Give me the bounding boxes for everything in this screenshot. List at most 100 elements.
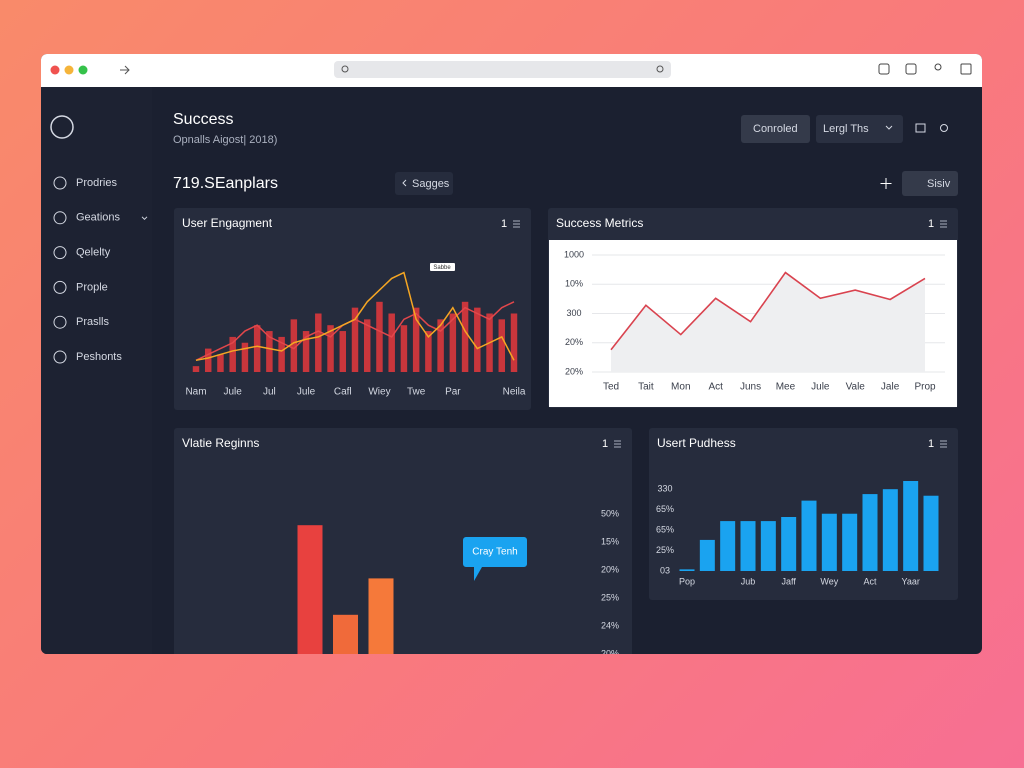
x-tick-label: Par (445, 387, 461, 398)
nav-icon (53, 315, 67, 329)
bar (297, 525, 323, 654)
close-dot[interactable] (50, 65, 60, 75)
panel-title: Success Metrics (556, 216, 643, 230)
line (610, 271, 926, 351)
bar (679, 569, 695, 571)
nav-icon (53, 211, 67, 225)
page-subtitle: Opnalls Aigost| 2018) (173, 134, 277, 146)
dropdown[interactable] (816, 115, 903, 143)
bar (204, 348, 212, 372)
bar (449, 313, 457, 372)
page-title: Success (173, 111, 233, 128)
bar (720, 521, 736, 571)
bar (327, 325, 334, 372)
action-button[interactable] (902, 171, 958, 196)
x-tick-label: Yaar (901, 576, 919, 586)
user-icon[interactable] (934, 63, 942, 71)
panel-badge: 1 (928, 218, 934, 230)
bar (842, 513, 858, 571)
nav-item[interactable]: Prodries (76, 177, 117, 189)
chevron (141, 216, 148, 221)
y-tick-label: 10% (565, 279, 583, 289)
bar (241, 342, 249, 372)
logo[interactable] (50, 115, 74, 139)
bar (437, 319, 444, 372)
action-label: Sisiv (927, 178, 951, 190)
x-tick-label: Mee (776, 382, 796, 393)
y-tick-label: 24% (601, 620, 619, 630)
x-tick-label: Jule (811, 382, 830, 393)
bar (882, 489, 898, 571)
search-icon (656, 65, 664, 73)
nav-item[interactable]: Peshonts (76, 351, 122, 363)
bar (217, 354, 224, 372)
menu-icon (614, 440, 621, 448)
x-tick-label: Mon (671, 382, 690, 393)
panel-title: User Engagment (182, 216, 273, 230)
y-tick-label: 20% (601, 564, 619, 574)
x-tick-label: Wey (820, 576, 838, 586)
bar (801, 500, 817, 571)
bar (339, 331, 347, 372)
panel-badge: 1 (928, 438, 934, 450)
bar (498, 319, 506, 372)
bar (192, 366, 200, 372)
x-tick-label: Pop (679, 576, 695, 586)
x-tick-label: Jaff (781, 576, 796, 586)
nav-icon (53, 246, 67, 260)
x-tick-label: Act (708, 382, 723, 393)
nav-icon (53, 350, 67, 364)
x-tick-label: Jub (741, 576, 756, 586)
x-tick-label: Jule (224, 387, 243, 398)
y-tick-label: 65% (656, 524, 674, 534)
nav-item[interactable]: Qelelty (76, 247, 111, 259)
nav-item[interactable]: Praslls (76, 316, 110, 328)
nav-item[interactable]: Prople (76, 281, 108, 293)
nav-icon (53, 176, 67, 190)
max-dot[interactable] (78, 65, 88, 75)
button-label: Conroled (753, 123, 798, 135)
bar (699, 539, 715, 571)
tool-icon[interactable] (878, 63, 890, 75)
bar (376, 301, 383, 372)
bar (760, 521, 776, 571)
y-tick-label: 03 (660, 565, 670, 575)
x-tick-label: Act (863, 576, 877, 586)
panel-badge: 1 (501, 218, 507, 230)
bar (923, 495, 939, 571)
bar (290, 319, 298, 372)
y-tick-label: 65% (656, 504, 674, 514)
menu-icon (513, 220, 520, 228)
menu-icon (940, 220, 947, 228)
tool-icon[interactable] (905, 63, 917, 75)
add-icon[interactable] (880, 178, 892, 189)
x-tick-label: Jule (297, 387, 316, 398)
tool-icon[interactable] (960, 63, 972, 75)
x-tick-label: Nam (185, 387, 206, 398)
min-dot[interactable] (64, 65, 74, 75)
bar (351, 307, 359, 372)
bar (412, 307, 420, 372)
bar (862, 494, 878, 571)
x-tick-label: Juns (740, 382, 761, 393)
nav-item[interactable]: Geations (76, 212, 121, 224)
bar (781, 517, 797, 571)
back-button[interactable] (395, 172, 453, 195)
x-tick-label: Wiey (368, 387, 390, 398)
bar (425, 331, 432, 372)
bar (474, 307, 481, 372)
bar (266, 331, 273, 372)
forward-icon[interactable] (120, 65, 130, 75)
y-tick-label: 50% (601, 508, 619, 518)
bar (333, 614, 358, 654)
bar (740, 521, 756, 571)
y-tick-label: 1000 (564, 249, 584, 259)
panel-title: Usert Pudhess (657, 436, 736, 450)
x-tick-label: Jale (881, 382, 900, 393)
button[interactable] (741, 115, 810, 143)
x-tick-label: Neila (503, 387, 526, 398)
address-bar[interactable] (334, 61, 671, 78)
lock-icon[interactable] (915, 123, 926, 133)
y-tick-label: 15% (601, 536, 619, 546)
search-icon[interactable] (940, 124, 948, 132)
